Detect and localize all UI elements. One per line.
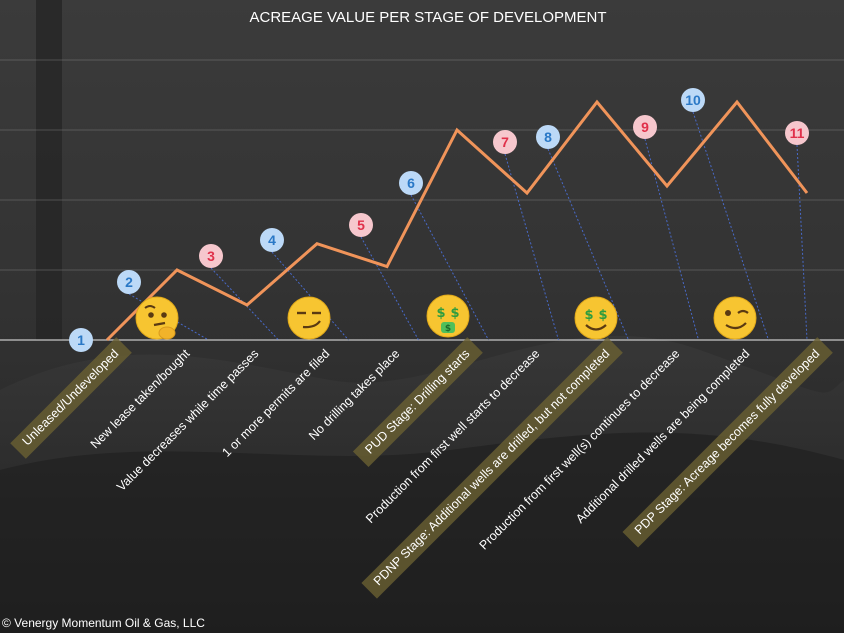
step-marker-circle [117,270,141,294]
step-marker-10: 10 [681,88,705,112]
step-marker-label: 10 [685,92,701,108]
stage-highlight-band [361,337,623,599]
step-marker-5: 5 [349,213,373,237]
step-marker-label: 8 [544,129,552,145]
step-marker-1: 1 [69,328,93,352]
stage-highlight-band [10,337,132,459]
step-marker-label: 6 [407,175,415,191]
step-marker-9: 9 [633,115,657,139]
money-mouth-face-emoji: $ $$ [426,294,470,338]
value-series [105,99,809,342]
connector-line [504,153,559,341]
step-marker-6: 6 [399,171,423,195]
chart-title: ACREAGE VALUE PER STAGE OF DEVELOPMENT [249,9,606,26]
step-marker-8: 8 [536,125,560,149]
step-marker-3: 3 [199,244,223,268]
step-marker-label: 11 [790,125,805,141]
svg-text:$: $ [445,324,451,334]
copyright-text: © Venergy Momentum Oil & Gas, LLC [2,616,205,630]
step-marker-circle [199,244,223,268]
emoji-layer: $ $$$ $ [135,294,757,340]
stage-highlight-band [622,337,833,548]
step-marker-circle [633,115,657,139]
step-marker-circle [349,213,373,237]
step-marker-4: 4 [260,228,284,252]
svg-text:$: $ [436,306,445,321]
connector-line [410,194,489,341]
connector-line [796,144,808,341]
step-marker-label: 1 [77,332,85,348]
step-marker-circle [536,125,560,149]
dollar-eyes-face-emoji: $ $ [574,296,618,340]
thinking-face-emoji [135,296,179,340]
step-markers: 1 2 3 4 5 6 7 8 9 10 11 [69,88,809,352]
step-marker-2: 2 [117,270,141,294]
step-marker-circle [399,171,423,195]
step-marker-label: 3 [207,248,215,264]
connector-line [271,251,349,341]
step-marker-circle [69,328,93,352]
step-marker-circle [493,130,517,154]
step-marker-circle [785,121,809,145]
svg-text:$: $ [450,306,459,321]
smirking-face-emoji [287,296,331,340]
step-marker-label: 4 [268,232,276,248]
step-marker-11: 11 [785,121,809,145]
step-marker-label: 7 [501,134,509,150]
connector-line [644,138,699,341]
svg-text:$: $ [598,308,607,323]
series-line [105,99,809,342]
connector-line [692,111,769,341]
step-marker-circle [681,88,705,112]
stage-highlight-band [352,337,483,468]
step-marker-7: 7 [493,130,517,154]
svg-text:$: $ [584,308,593,323]
step-marker-circle [260,228,284,252]
step-marker-label: 5 [357,217,365,233]
step-marker-label: 9 [641,119,649,135]
winking-face-emoji [713,296,757,340]
step-marker-label: 2 [125,274,133,290]
background-pole [36,0,62,340]
